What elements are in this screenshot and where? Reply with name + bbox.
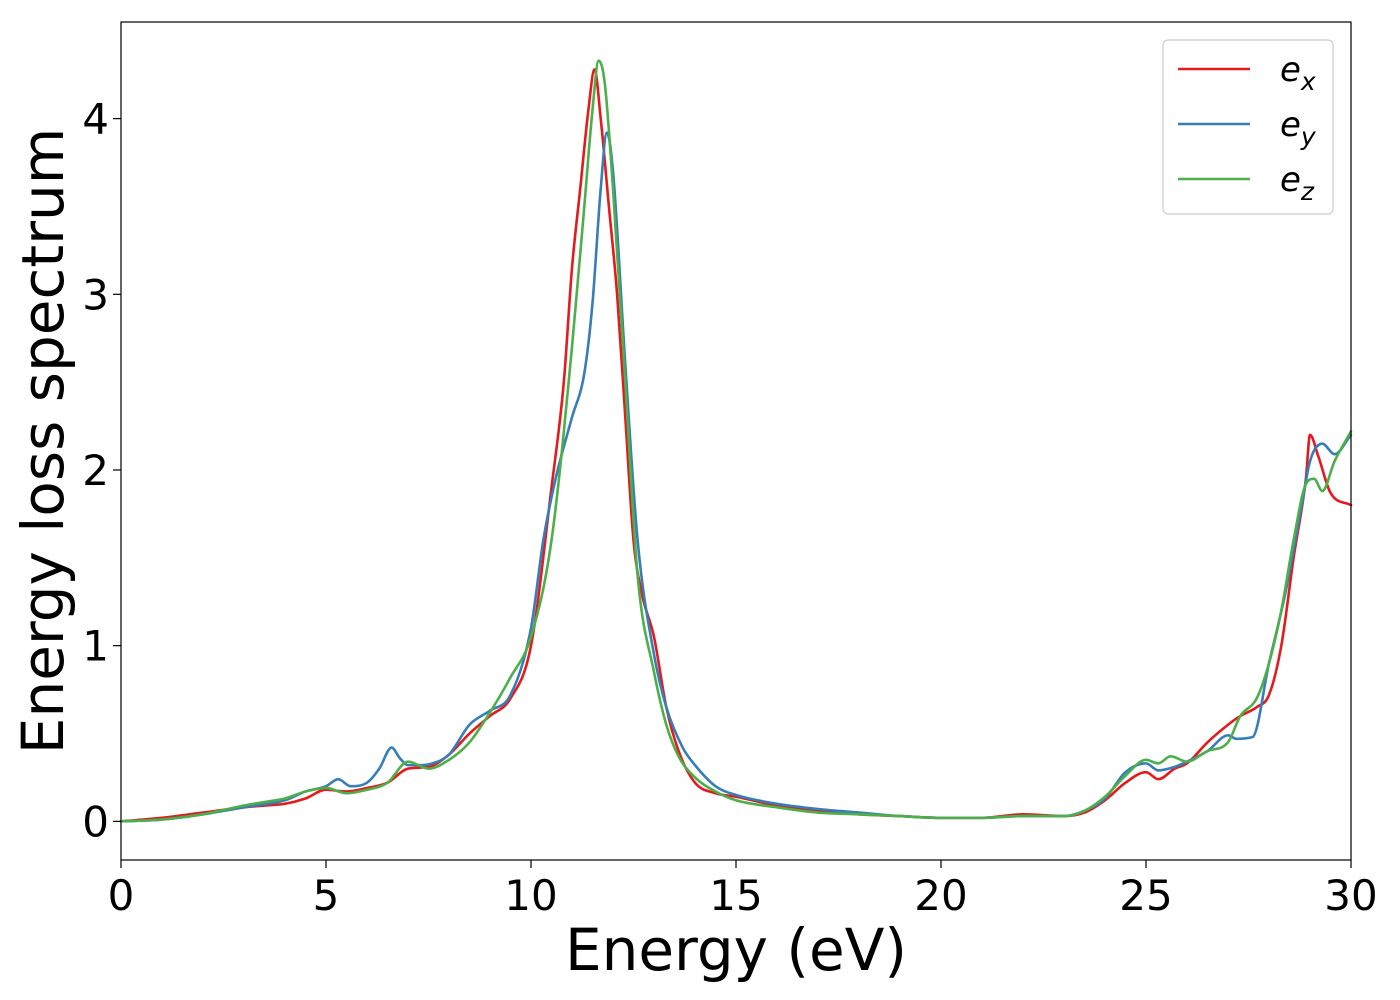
x-tick-label: 15 [709, 871, 762, 920]
x-tick-label: 0 [108, 871, 135, 920]
y-axis-ticks: 0 1 2 3 4 [82, 95, 121, 846]
series-line-x [119, 68, 1353, 823]
y-tick-label: 4 [82, 95, 109, 144]
x-tick-label: 5 [313, 871, 340, 920]
y-axis-label: Energy loss spectrum [9, 128, 77, 754]
plot-area [121, 22, 1351, 860]
series-line-z [119, 59, 1353, 823]
y-tick-label: 1 [82, 622, 109, 671]
x-tick-label: 30 [1324, 871, 1377, 920]
legend-label-z: ez [1280, 160, 1315, 206]
y-tick-label: 3 [82, 270, 109, 319]
x-axis-label: Energy (eV) [565, 916, 907, 984]
x-tick-label: 20 [914, 871, 967, 920]
series-layer [119, 59, 1353, 823]
x-tick-label: 10 [504, 871, 557, 920]
legend-label-y: ey [1280, 105, 1317, 151]
y-tick-label: 0 [82, 797, 109, 846]
y-tick-label: 2 [82, 446, 109, 495]
legend-box [1162, 39, 1334, 215]
legend: ex ey ez [1162, 39, 1334, 215]
x-tick-label: 25 [1119, 871, 1172, 920]
x-axis-ticks: 0 5 10 15 20 25 30 [108, 860, 1378, 920]
legend-label-x: ex [1280, 50, 1316, 96]
